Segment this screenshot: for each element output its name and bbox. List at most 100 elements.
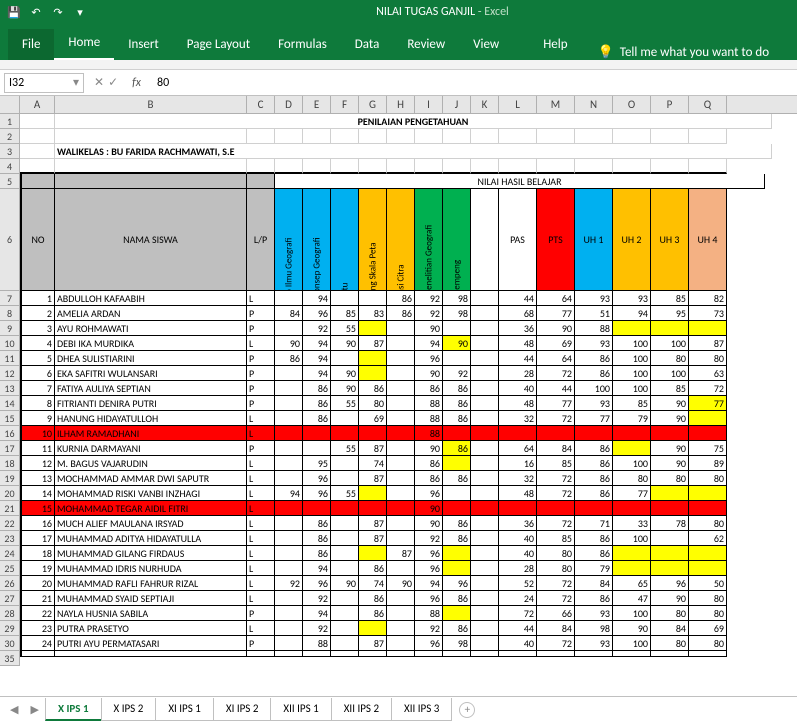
cell[interactable]: UH 2: [613, 189, 651, 291]
cell[interactable]: 86: [387, 291, 415, 306]
cell[interactable]: 80: [689, 471, 727, 486]
cell[interactable]: 69: [537, 336, 575, 351]
cell[interactable]: 86: [575, 531, 613, 546]
cell[interactable]: [275, 531, 303, 546]
cell[interactable]: 96: [303, 486, 331, 501]
cell[interactable]: NO: [20, 189, 55, 291]
cell[interactable]: [651, 651, 689, 657]
cell[interactable]: 86: [443, 531, 471, 546]
cell[interactable]: 13: [20, 471, 55, 486]
cell[interactable]: 100: [575, 381, 613, 396]
cell[interactable]: MOHAMMAD TEGAR AIDIL FITRI: [55, 501, 247, 516]
cell[interactable]: 93: [575, 291, 613, 306]
row-header[interactable]: 20: [0, 486, 20, 501]
cell[interactable]: 98: [443, 636, 471, 651]
cell[interactable]: 9: [20, 411, 55, 426]
cell[interactable]: 28: [499, 366, 537, 381]
cell[interactable]: 72: [537, 576, 575, 591]
cell[interactable]: 24: [499, 591, 537, 606]
cell[interactable]: [443, 546, 471, 561]
cell[interactable]: UH 1: [575, 189, 613, 291]
cell[interactable]: [331, 651, 359, 657]
cell[interactable]: [471, 486, 499, 501]
cell[interactable]: [387, 159, 415, 174]
row-header[interactable]: 25: [0, 561, 20, 576]
cell[interactable]: 55: [331, 441, 359, 456]
cell[interactable]: [387, 411, 415, 426]
cell[interactable]: 94: [275, 486, 303, 501]
row-header[interactable]: 11: [0, 351, 20, 366]
cell[interactable]: 4: [20, 336, 55, 351]
cell[interactable]: L: [247, 516, 275, 531]
cell[interactable]: [471, 411, 499, 426]
cell[interactable]: [303, 159, 331, 174]
cell[interactable]: [275, 426, 303, 441]
cell[interactable]: 86: [443, 411, 471, 426]
cell[interactable]: 90: [415, 366, 443, 381]
row-header[interactable]: 26: [0, 576, 20, 591]
cell[interactable]: [689, 546, 727, 561]
cell[interactable]: 86: [303, 546, 331, 561]
cell[interactable]: 72: [537, 411, 575, 426]
cell[interactable]: L: [247, 561, 275, 576]
cell[interactable]: [359, 159, 387, 174]
cell[interactable]: [275, 366, 303, 381]
cell[interactable]: [689, 411, 727, 426]
cell[interactable]: 74: [359, 456, 387, 471]
cell[interactable]: [471, 426, 499, 441]
cell[interactable]: [55, 159, 247, 174]
cell[interactable]: 48: [499, 336, 537, 351]
cell[interactable]: [575, 129, 613, 144]
cell[interactable]: [331, 531, 359, 546]
cell[interactable]: [303, 129, 331, 144]
cell[interactable]: 100: [613, 636, 651, 651]
cell[interactable]: 86: [575, 366, 613, 381]
cell[interactable]: 18: [20, 546, 55, 561]
cell[interactable]: 79: [613, 411, 651, 426]
cell[interactable]: [331, 546, 359, 561]
cell[interactable]: 90: [275, 336, 303, 351]
col-header[interactable]: P: [651, 96, 689, 113]
cell[interactable]: 72: [689, 381, 727, 396]
tab-view[interactable]: View: [459, 29, 513, 60]
tab-file[interactable]: File: [8, 29, 54, 60]
cell[interactable]: [275, 321, 303, 336]
cell[interactable]: 85: [537, 531, 575, 546]
cell[interactable]: [331, 561, 359, 576]
col-header[interactable]: J: [443, 96, 471, 113]
cell[interactable]: 90: [613, 621, 651, 636]
cell[interactable]: [689, 426, 727, 441]
cell[interactable]: [537, 159, 575, 174]
cell[interactable]: [471, 189, 499, 291]
cell[interactable]: [20, 159, 55, 174]
cell[interactable]: 12: [20, 456, 55, 471]
row-header[interactable]: 21: [0, 501, 20, 516]
tab-data[interactable]: Data: [341, 29, 394, 60]
cell[interactable]: P: [247, 606, 275, 621]
cell[interactable]: L: [247, 471, 275, 486]
cell[interactable]: 90: [651, 411, 689, 426]
qat-dropdown-icon[interactable]: ▾: [70, 2, 90, 22]
cell[interactable]: 69: [359, 411, 387, 426]
cell[interactable]: [303, 441, 331, 456]
cell[interactable]: [689, 651, 727, 657]
cell[interactable]: PENILAIAN PENGETAHUAN: [55, 114, 772, 129]
row-header[interactable]: 5: [0, 174, 20, 189]
row-header[interactable]: 28: [0, 606, 20, 621]
cell[interactable]: [275, 396, 303, 411]
cell[interactable]: [471, 576, 499, 591]
cell[interactable]: [275, 471, 303, 486]
cell[interactable]: L: [247, 531, 275, 546]
cell[interactable]: [471, 291, 499, 306]
cell[interactable]: 100: [613, 531, 651, 546]
cell[interactable]: 84: [537, 621, 575, 636]
cell[interactable]: L: [247, 501, 275, 516]
row-header[interactable]: 27: [0, 591, 20, 606]
cell[interactable]: 8: [20, 396, 55, 411]
cell[interactable]: [471, 306, 499, 321]
cell[interactable]: [471, 396, 499, 411]
cell[interactable]: 88: [303, 636, 331, 651]
cell[interactable]: 90: [415, 441, 443, 456]
cell[interactable]: MUHAMMAD GILANG FIRDAUS: [55, 546, 247, 561]
cell[interactable]: 90: [415, 516, 443, 531]
